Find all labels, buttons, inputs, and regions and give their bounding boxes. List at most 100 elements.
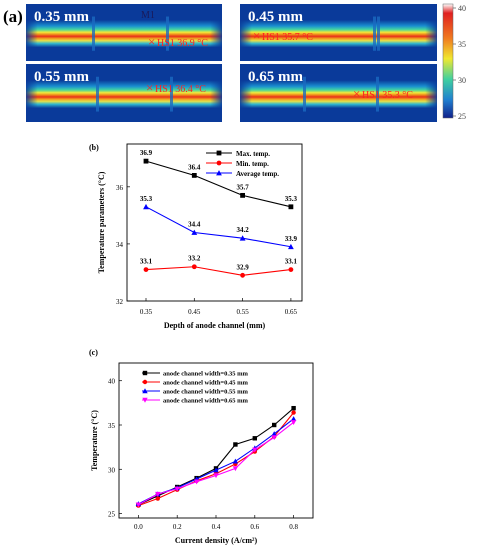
chart-c-point <box>271 435 277 441</box>
chart-b-point <box>143 158 149 164</box>
chart-b-data-label: 33.1 <box>140 258 153 266</box>
chart-b-point <box>191 264 197 270</box>
chart-b-point <box>143 267 149 272</box>
chart-c-legend: anode channel width=0.35 mm anode channel… <box>142 371 249 405</box>
chart-b-data-label: 36.9 <box>140 149 153 157</box>
chart-b-svg: (b) 32 34 36 0.35 0.45 0.55 0.65 Depth of anode … <box>89 143 303 330</box>
chart-b-legend-marker <box>216 160 222 166</box>
chart-c-point <box>193 479 200 485</box>
chart-c-legend-label: anode channel width=0.45 mm <box>163 380 249 387</box>
chart-b-data-label: 33.2 <box>188 255 201 263</box>
chart-c-series-line <box>138 407 294 506</box>
thermal-image-1: 0.35 mm M1 × HS1 36.9 °C <box>26 4 222 61</box>
chart-c-point <box>252 436 257 441</box>
chart-b-frame <box>126 143 303 302</box>
thermal-rib-gap <box>92 16 95 51</box>
thermal-images-panel: (a) 0.35 mm M1 × HS1 36.9 °C 0.45 mm × HS1 35.… <box>0 0 485 135</box>
chart-b-data-label: 33.9 <box>285 235 298 243</box>
chart-b-point <box>143 203 149 210</box>
hotspot-reading: HS1 35.3 °C <box>362 90 413 101</box>
chart-c-point <box>135 502 142 508</box>
chart-c-legend-marker <box>142 379 148 385</box>
thermal-image-title: 0.55 mm <box>34 69 89 85</box>
chart-b-series: 33.1 33.2 32.9 33.1 <box>140 255 298 278</box>
chart-b-ytick-label: 34 <box>116 241 124 249</box>
chart-c-ytick-label: 30 <box>108 466 116 474</box>
chart-c-point <box>252 447 258 453</box>
chart-b-legend-label: Max. temp. <box>236 150 270 158</box>
chart-b-data-label: 35.3 <box>140 195 153 203</box>
chart-b-series: 36.9 36.4 35.7 35.3 <box>140 149 298 210</box>
chart-c-point <box>232 466 239 472</box>
chart-b-data-label: 34.4 <box>188 220 201 228</box>
chart-b-series-line <box>145 266 291 276</box>
chart-b-point <box>240 192 245 198</box>
chart-c-panel-label: (c) <box>89 348 98 357</box>
chart-b-point <box>240 272 246 278</box>
hotspot-cross-icon: × <box>253 28 260 43</box>
chart-b-legend-marker <box>216 150 222 156</box>
chart-c-point <box>271 431 277 437</box>
thermal-band-fade <box>26 19 222 48</box>
chart-c-point <box>291 405 296 411</box>
chart-b-legend-label: Min. temp. <box>236 160 269 168</box>
hotspot-cross-icon: × <box>146 80 153 95</box>
chart-b-point <box>239 235 246 241</box>
chart-b-point <box>288 267 294 272</box>
chart-c-legend-marker <box>142 397 148 403</box>
chart-b-legend-label: Average temp. <box>236 170 279 178</box>
chart-c-point <box>155 496 160 501</box>
hotspot-reading: HS1 36.4 °C <box>155 84 206 95</box>
thermal-image-title: 0.45 mm <box>248 9 303 25</box>
chart-c-legend-marker <box>142 388 148 394</box>
chart-b-data-label: 33.1 <box>285 258 298 266</box>
chart-b-series-line <box>145 160 292 208</box>
thermal-rib-gap <box>166 16 169 51</box>
chart-b-data-label: 35.3 <box>285 195 298 203</box>
chart-c-series-line <box>138 412 295 507</box>
chart-c-ytick-label: 40 <box>108 378 116 386</box>
thermal-rib-gap <box>170 76 173 112</box>
chart-b-xtick-label: 0.45 <box>188 308 201 316</box>
chart-c-ytick-label: 25 <box>108 511 116 519</box>
hotspot-cross-icon: × <box>148 34 155 49</box>
chart-c-point <box>272 422 277 428</box>
thermal-rib-gap <box>373 16 376 51</box>
chart-b-xtick-label: 0.35 <box>140 308 153 316</box>
thermal-image-4: 0.65 mm × HS1 35.3 °C <box>240 64 437 122</box>
chart-c-legend-label: anode channel width=0.55 mm <box>163 389 249 396</box>
colorbar-tick-label: 40 <box>458 4 466 13</box>
chart-c-point <box>213 467 219 473</box>
chart-c-xtick-label: 0.4 <box>212 523 221 531</box>
colorbar-tick-label: 30 <box>458 76 466 85</box>
chart-b-ytick-label: 36 <box>116 184 124 192</box>
hotspot-reading: HS1 36.9 °C <box>157 38 208 49</box>
chart-c-legend-marker <box>142 370 148 376</box>
chart-b-point <box>288 243 294 250</box>
chart-c-point <box>232 458 239 464</box>
chart-b-panel-label: (b) <box>89 143 99 152</box>
thermal-band-fade <box>240 80 437 109</box>
chart-c-point <box>291 410 296 415</box>
chart-b-xtick-label: 0.65 <box>285 308 298 316</box>
chart-c-ylabel: Temperature (°C) <box>90 410 99 471</box>
chart-c-series <box>136 405 296 507</box>
thermal-image-3: 0.55 mm × HS1 36.4 °C <box>26 64 222 122</box>
chart-b-data-label: 32.9 <box>236 263 249 271</box>
panel-a-label: (a) <box>3 7 23 26</box>
hotspot-cross-icon: × <box>353 86 360 101</box>
chart-b-series: 35.3 34.4 34.2 33.9 <box>140 195 298 250</box>
chart-c-point <box>290 416 297 421</box>
chart-c-point <box>213 473 219 479</box>
thermal-rib-gap <box>96 76 99 112</box>
chart-c-point <box>174 486 180 492</box>
chart-b-data-label: 34.2 <box>236 226 249 234</box>
chart-c-xlabel: Current density (A/cm²) <box>175 536 258 545</box>
colorbar-tick-label: 35 <box>458 40 466 49</box>
colorbar: 40 35 30 25 <box>442 3 466 121</box>
chart-c-xtick-label: 0.8 <box>289 523 298 531</box>
thermal-rib-gap <box>303 76 306 112</box>
chart-b-xtick-label: 0.55 <box>236 308 249 316</box>
chart-c-xtick-label: 0.0 <box>134 523 143 531</box>
chart-b-legend: Max. temp. Min. temp. Average temp. <box>206 150 279 178</box>
